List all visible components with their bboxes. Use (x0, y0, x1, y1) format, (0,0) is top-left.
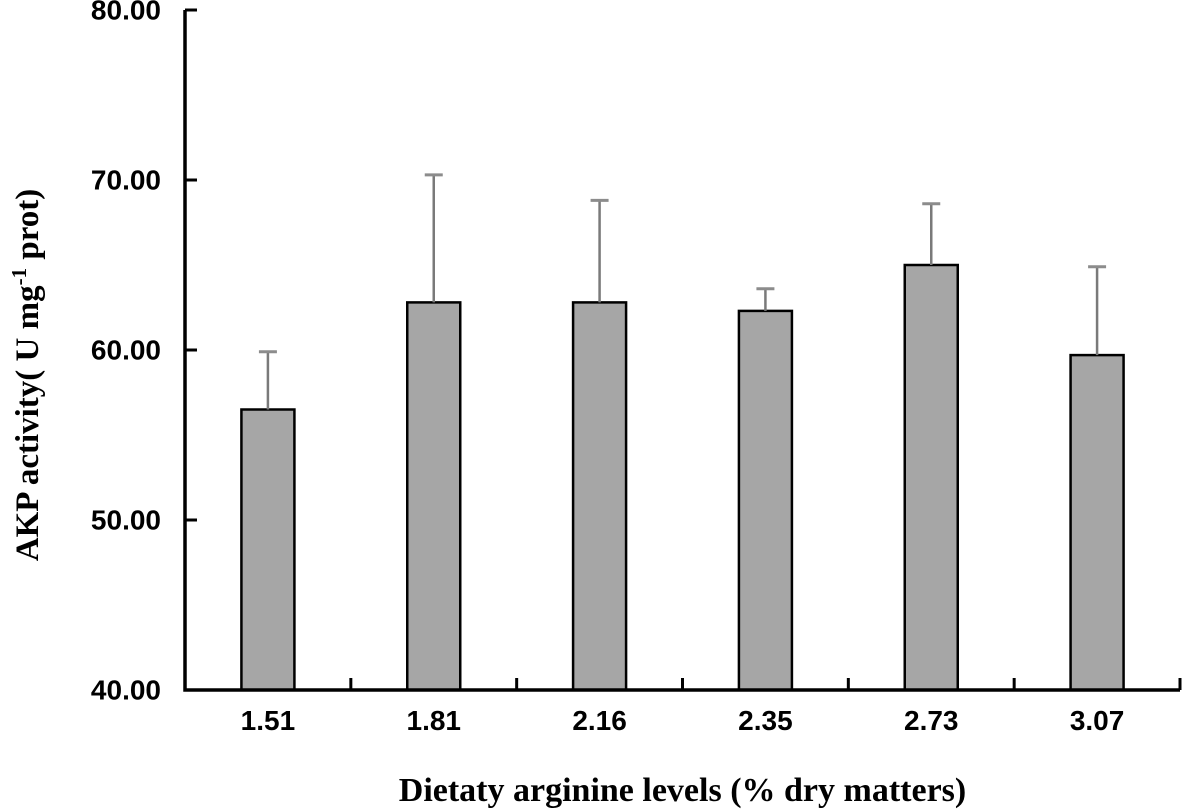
bar-3.07 (1069, 353, 1125, 692)
bar-1.81 (406, 301, 462, 692)
bar-2.16 (571, 301, 628, 692)
bar-2.73 (903, 263, 959, 692)
x-tick-label-2.73: 2.73 (904, 705, 959, 736)
y-axis-title: AKP activity( U mg-1 prot) (7, 189, 46, 562)
x-axis-title: Dietaty arginine levels (% dry matters) (399, 772, 966, 809)
y-tick-label-50.00: 50.00 (91, 505, 161, 536)
x-tick-label-2.35: 2.35 (738, 705, 793, 736)
y-tick-label-40.00: 40.00 (91, 675, 161, 706)
bar-2.35 (737, 309, 794, 692)
x-tick-label-3.07: 3.07 (1070, 705, 1125, 736)
y-tick-label-70.00: 70.00 (91, 165, 161, 196)
x-tick-label-1.51: 1.51 (241, 705, 296, 736)
x-tick-label-1.81: 1.81 (407, 705, 462, 736)
y-tick-label-60.00: 60.00 (91, 335, 161, 366)
bar-1.51 (240, 408, 296, 692)
x-tick-label-2.16: 2.16 (572, 705, 627, 736)
y-tick-label-80.00: 80.00 (91, 0, 161, 26)
